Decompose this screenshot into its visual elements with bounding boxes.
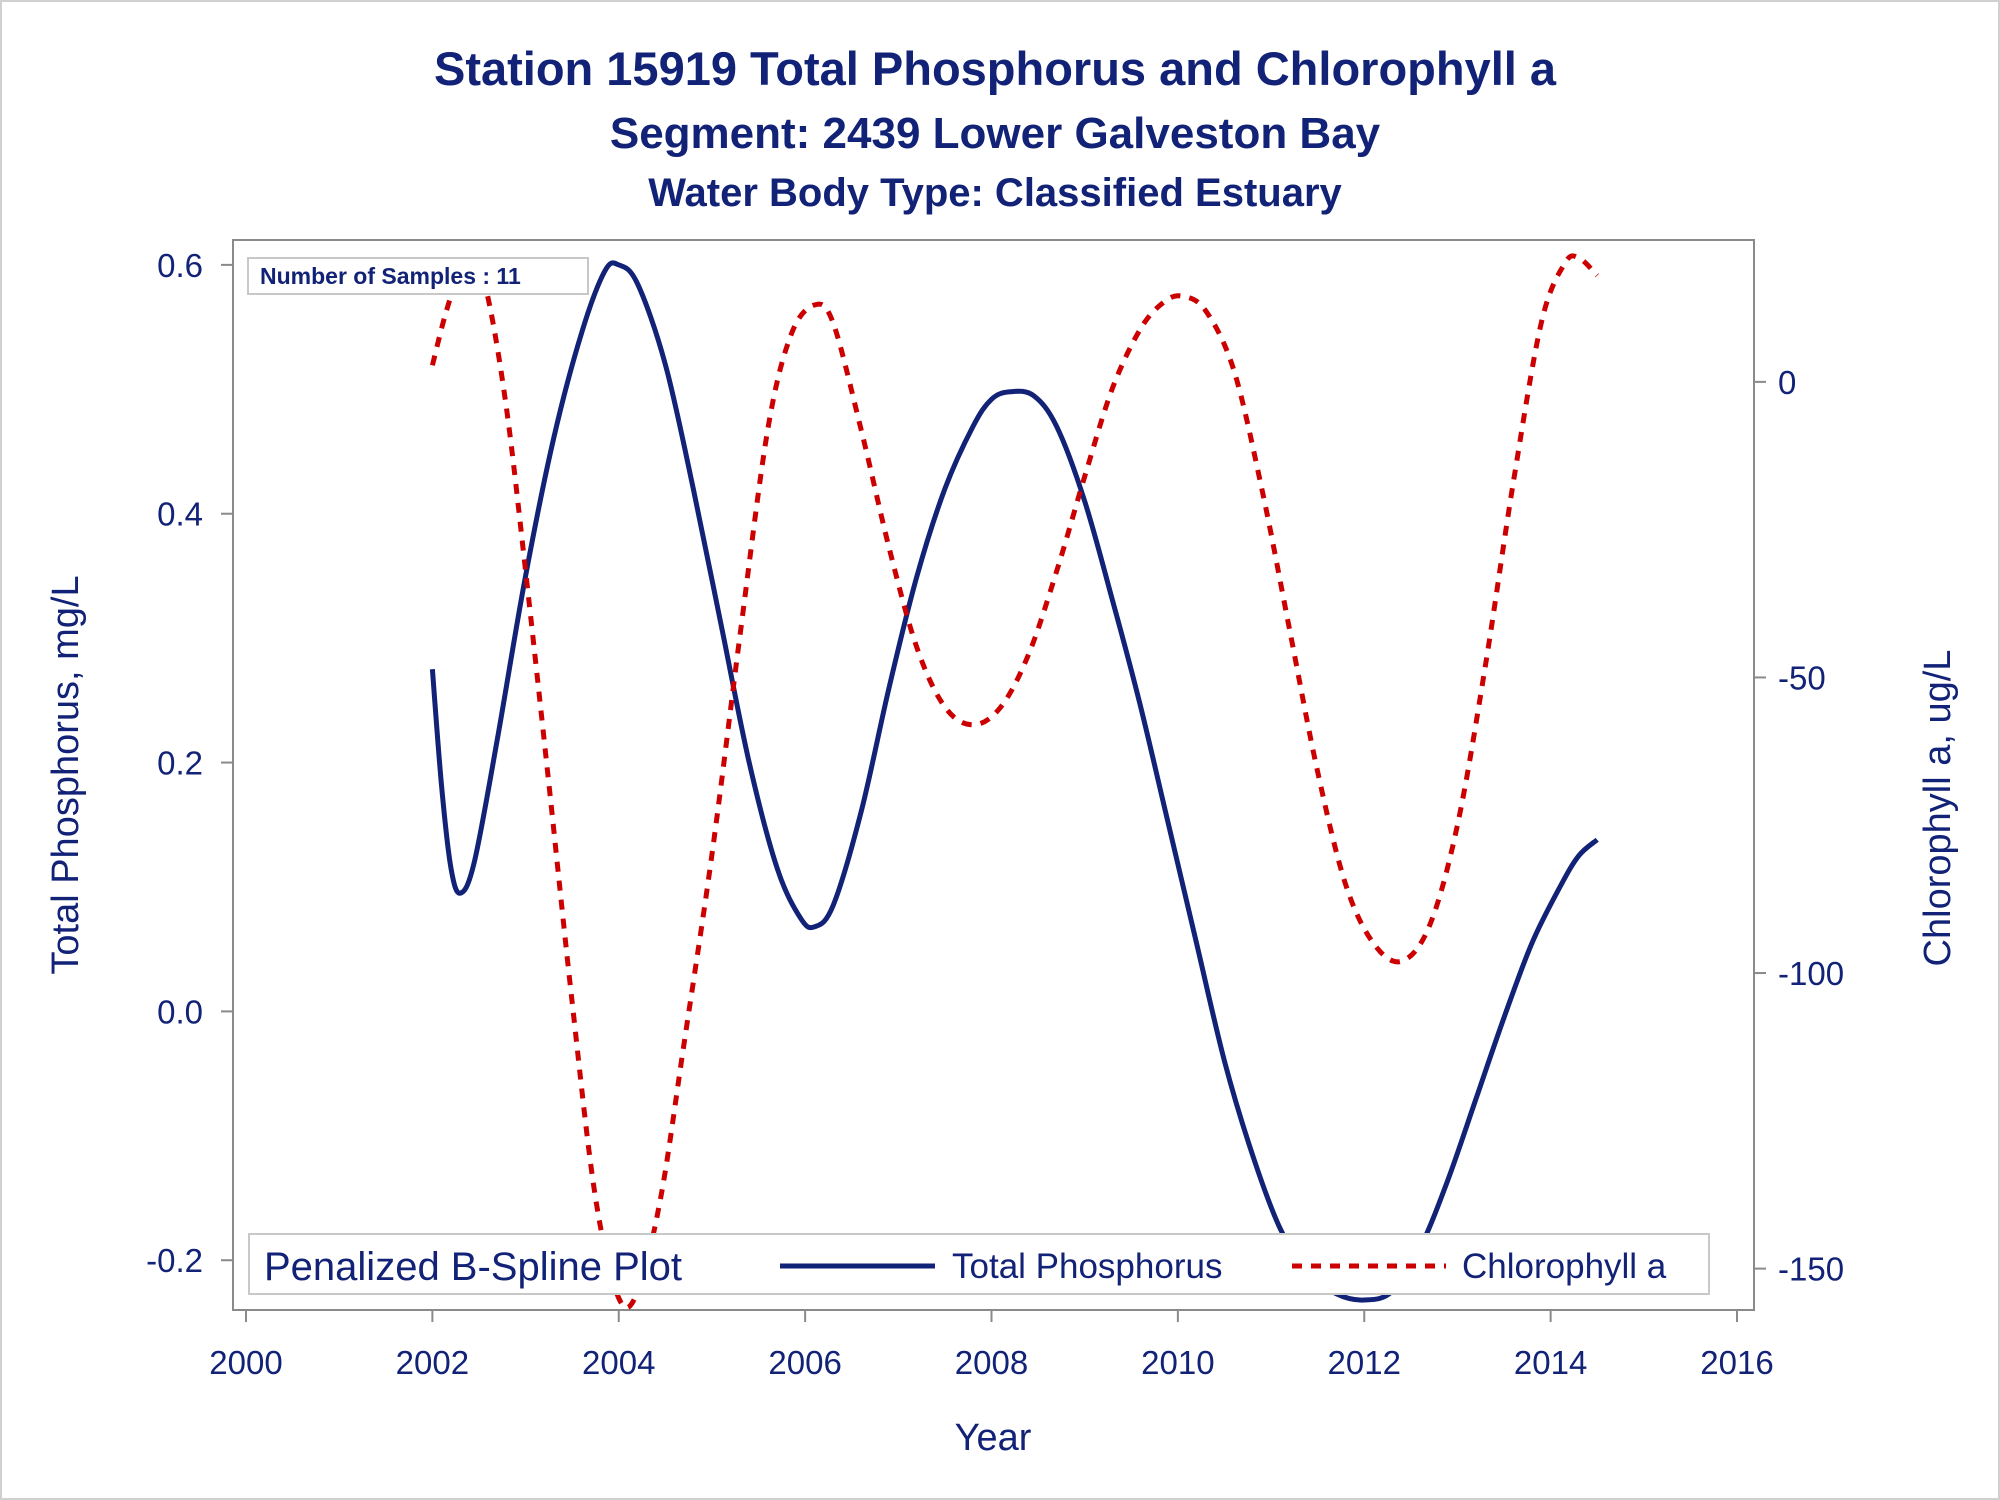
y-tick-label: 0.0 (157, 993, 203, 1030)
legend-label-chlorophyll: Chlorophyll a (1462, 1247, 1667, 1286)
series-line-phosphorus (429, 260, 1599, 1303)
samples-inset-box (247, 257, 589, 295)
plot-area (232, 239, 1755, 1311)
legend-title: Penalized B-Spline Plot (264, 1245, 682, 1289)
y-tick-label: 0.6 (157, 247, 203, 284)
legend-label-phosphorus: Total Phosphorus (952, 1247, 1222, 1286)
y-axis-left: -0.2 0.0 0.2 0.4 0.6 (146, 247, 233, 1279)
samples-inset-label: Number of Samples : 11 (260, 263, 521, 289)
series-line-chlorophyll (429, 253, 1600, 1311)
y-tick-label: -0.2 (146, 1242, 203, 1279)
legend: Penalized B-Spline Plot Total Phosphorus… (248, 1233, 1710, 1295)
chart-subtitle-water-body: Water Body Type: Classified Estuary (648, 171, 1342, 215)
x-tick-label: 2014 (1514, 1344, 1587, 1381)
y-axis-left-label: Total Phosphorus, mg/L (45, 575, 87, 974)
y2-tick-label: -50 (1778, 659, 1826, 696)
chart-subtitle-segment: Segment: 2439 Lower Galveston Bay (610, 109, 1381, 158)
chart-title: Station 15919 Total Phosphorus and Chlor… (434, 42, 1557, 95)
y-axis-right-label: Chlorophyll a, ug/L (1917, 650, 1959, 967)
y-axis-right: -150 -100 -50 0 (1754, 364, 1844, 1288)
x-tick-label: 2006 (768, 1344, 841, 1381)
samples-inset: Number of Samples : 11 (247, 257, 589, 295)
y2-tick-label: 0 (1778, 364, 1796, 401)
x-tick-label: 2002 (396, 1344, 469, 1381)
x-tick-label: 2008 (955, 1344, 1028, 1381)
x-axis: 2000 2002 2004 2006 2008 2010 2012 2014 2016 (209, 1310, 1774, 1381)
series-layer (429, 253, 1600, 1311)
x-axis-label: Year (955, 1417, 1032, 1459)
x-tick-label: 2004 (582, 1344, 655, 1381)
y-tick-label: 0.2 (157, 745, 203, 782)
y2-tick-label: -150 (1778, 1251, 1844, 1288)
x-tick-label: 2016 (1700, 1344, 1773, 1381)
legend-box (248, 1233, 1710, 1295)
y2-tick-label: -100 (1778, 955, 1844, 992)
x-tick-label: 2000 (209, 1344, 282, 1381)
x-tick-label: 2010 (1141, 1344, 1214, 1381)
y-tick-label: 0.4 (157, 496, 203, 533)
x-tick-label: 2012 (1328, 1344, 1401, 1381)
